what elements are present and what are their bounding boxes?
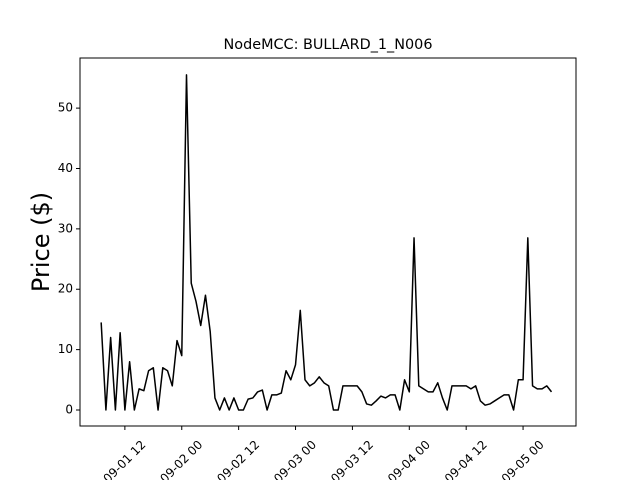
y-axis-label: Price ($) — [27, 192, 55, 292]
chart-title: NodeMCC: BULLARD_1_N006 — [224, 37, 433, 53]
plot-frame — [79, 57, 577, 427]
y-tick-label: 50 — [58, 101, 73, 115]
y-tick-label: 40 — [58, 161, 73, 175]
y-tick-label: 30 — [58, 221, 73, 235]
y-tick-label: 20 — [58, 282, 73, 296]
y-tick-label: 0 — [65, 403, 73, 417]
price-line — [100, 74, 553, 411]
y-tick-label: 10 — [58, 342, 73, 356]
